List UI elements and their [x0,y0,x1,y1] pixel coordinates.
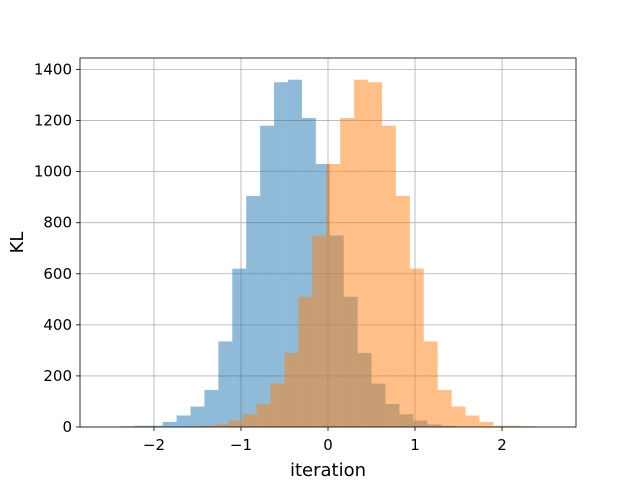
histogram-bar-series-1 [232,268,247,427]
ticks-layer: −2 −1 0 1 2 0 200 400 600 800 1000 1200 1400 [34,60,507,454]
histogram-bar-series-1 [134,425,149,427]
histogram-bar-series-2 [409,268,424,427]
histogram-bar-series-1 [246,195,261,427]
histogram-bar-series-2 [423,341,438,427]
bars-layer [120,79,536,428]
histogram-bar-series-2 [326,163,341,428]
histogram-bar-series-1 [190,406,205,427]
histogram-bar-series-2 [354,79,369,428]
histogram-bar-series-2 [214,424,229,427]
histogram-bar-series-2 [298,296,313,427]
histogram-bar-series-2 [368,82,382,427]
x-tick-label: −1 [230,436,252,454]
histogram-bar-series-2 [451,406,466,427]
x-tick-label: −2 [143,436,165,454]
y-tick-label: 400 [43,316,72,334]
histogram-bar-series-2 [228,420,243,427]
histogram-bar-series-2 [381,125,396,428]
histogram-bar-series-2 [340,118,355,428]
histogram-bar-series-2 [312,235,327,427]
y-tick-label: 600 [43,265,72,283]
histogram-bar-series-1 [162,421,177,427]
histogram-bar-series-1 [204,389,219,427]
histogram-bar-series-2 [507,425,522,427]
x-tick-label: 2 [497,436,507,454]
histogram-bar-series-1 [176,415,191,427]
histogram-bar-series-1 [148,425,163,427]
y-tick-label: 0 [62,418,72,436]
y-tick-label: 1200 [34,112,72,130]
y-tick-label: 200 [43,367,72,385]
y-tick-label: 1000 [34,163,72,181]
histogram-bar-series-1 [274,82,288,427]
histogram-bar-series-2 [270,383,285,427]
histogram-bar-series-2 [242,414,257,427]
histogram-bar-series-2 [284,352,299,427]
y-tick-label: 800 [43,214,72,232]
histogram-bar-series-2 [493,425,508,427]
histogram-bar-series-2 [200,425,215,427]
x-tick-label: 0 [323,436,333,454]
y-axis-label: KL [7,232,28,254]
histogram-bar-series-2 [465,415,480,427]
histogram-bar-series-1 [260,125,275,428]
histogram-bar-series-1 [218,341,233,427]
x-tick-label: 1 [410,436,420,454]
histogram-bar-series-2 [479,421,494,427]
x-axis-label: iteration [290,460,366,480]
histogram-bar-series-2 [437,389,452,427]
histogram-bar-series-2 [395,195,410,427]
y-tick-label: 1400 [34,60,72,78]
histogram-bar-series-2 [256,404,271,427]
